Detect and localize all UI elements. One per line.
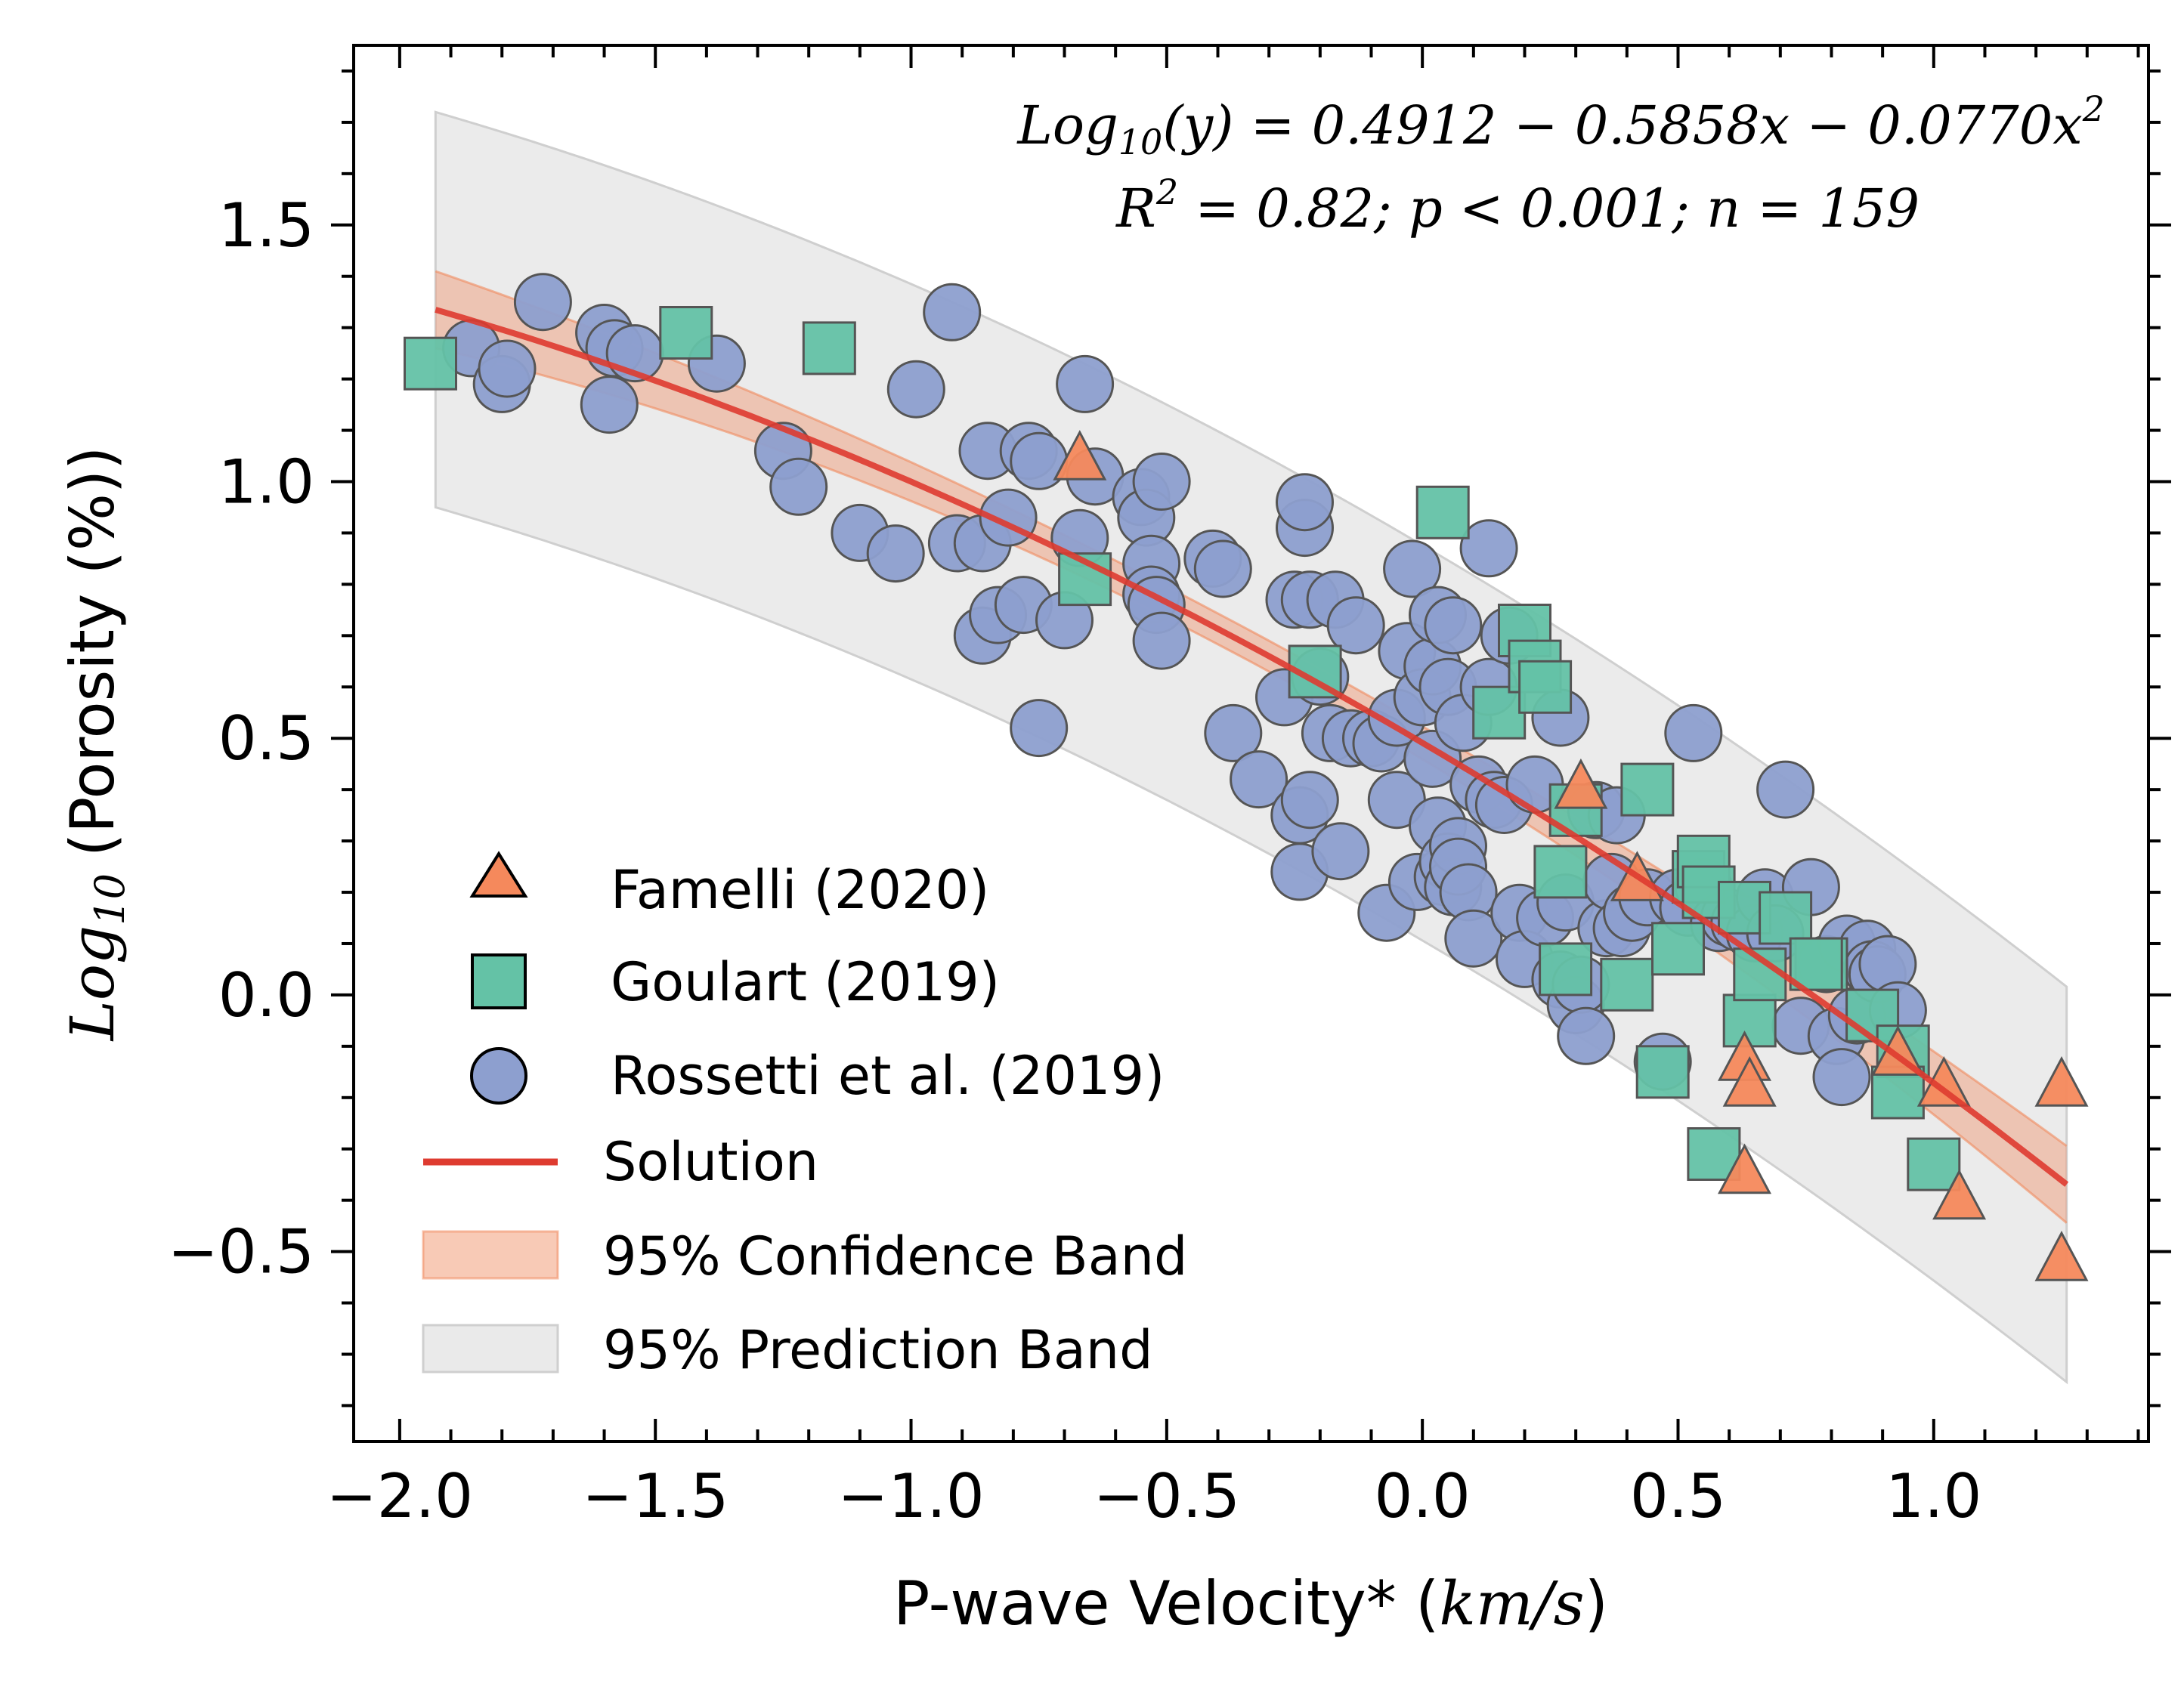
legend-label-prediction: 95% Prediction Band bbox=[603, 1319, 1153, 1381]
data-point-square bbox=[1789, 937, 1843, 991]
data-point-circle bbox=[866, 524, 925, 583]
data-point-square bbox=[1907, 1137, 1961, 1191]
x-axis-label-text: P-wave Velocity* bbox=[893, 1568, 1397, 1639]
data-point-square bbox=[1539, 942, 1593, 997]
data-point-square bbox=[1518, 660, 1573, 714]
data-point-square bbox=[404, 336, 457, 391]
data-point-circle bbox=[1459, 519, 1518, 578]
data-point-circle bbox=[1383, 539, 1442, 598]
x-axis-label: P-wave Velocity* (km/s) bbox=[893, 1568, 1608, 1639]
equation-annotation: Log10(y) = 0.4912 − 0.5858x − 0.0770x2 R… bbox=[1016, 88, 2105, 239]
y-tick-label: 1.5 bbox=[218, 190, 314, 261]
svg-text:Log10(y) = 0.4912 − 0.5858x −: Log10(y) = 0.4912 − 0.5858x − 0.0770x2 bbox=[1016, 88, 2105, 162]
data-point-circle bbox=[1276, 473, 1334, 532]
data-point-circle bbox=[580, 375, 639, 434]
data-point-square bbox=[1620, 762, 1675, 817]
data-point-circle bbox=[513, 273, 572, 332]
data-point-square bbox=[1651, 922, 1705, 976]
data-point-triangle bbox=[1718, 1143, 1771, 1194]
data-point-circle bbox=[1557, 1006, 1616, 1065]
fit-layer bbox=[435, 307, 2069, 1187]
data-point-square bbox=[1415, 485, 1470, 539]
data-point-triangle bbox=[1722, 1056, 1777, 1107]
y-axis-label-text: (Porosity (%)) bbox=[57, 447, 128, 857]
y-axis-label-log: Log bbox=[57, 925, 128, 1043]
data-point-circle bbox=[886, 360, 945, 419]
data-point-circle bbox=[1132, 611, 1191, 670]
data-point-square bbox=[1533, 845, 1588, 899]
data-point-circle bbox=[1230, 750, 1288, 809]
y-axis-label: Log10 (Porosity (%)) bbox=[57, 447, 134, 1043]
data-point-circle bbox=[1132, 453, 1191, 511]
legend-marker-prediction bbox=[422, 1324, 559, 1374]
y-tick-label: 0.5 bbox=[218, 703, 314, 774]
points-layer bbox=[404, 273, 2089, 1281]
data-point-circle bbox=[1010, 431, 1069, 490]
annotation-stats: = 0.82; p < 0.001; n = 159 bbox=[1178, 178, 1920, 239]
legend-label-confidence: 95% Confidence Band bbox=[603, 1225, 1187, 1287]
plot-frame bbox=[352, 44, 2150, 1443]
data-point-triangle bbox=[2034, 1231, 2089, 1281]
series-square-group bbox=[404, 306, 1961, 1191]
legend-label-goulart: Goulart (2019) bbox=[611, 951, 1000, 1013]
series-triangle-group bbox=[1053, 430, 2089, 1281]
x-tick-label: −1.5 bbox=[582, 1461, 729, 1531]
data-point-triangle bbox=[1053, 430, 1107, 481]
data-point-circle bbox=[769, 457, 828, 516]
x-tick-label: 0.0 bbox=[1375, 1461, 1471, 1531]
y-tick-label: 1.0 bbox=[218, 447, 314, 518]
y-axis-label-subscript: 10 bbox=[86, 873, 134, 925]
data-point-square bbox=[1759, 891, 1813, 945]
data-point-triangle bbox=[1932, 1169, 1987, 1220]
annotation-equation: (y) = 0.4912 − 0.5858x − 0.0770x bbox=[1162, 94, 2082, 156]
data-point-circle bbox=[478, 339, 537, 398]
annotation-r-squared: 2 bbox=[1155, 171, 1178, 212]
data-point-circle bbox=[1204, 703, 1263, 762]
x-tick-label: −1.0 bbox=[837, 1461, 984, 1531]
legend-marker-confidence bbox=[422, 1230, 559, 1280]
x-axis-unit: km/s bbox=[1439, 1568, 1584, 1639]
solution-line bbox=[435, 307, 2069, 1187]
data-point-square bbox=[659, 306, 713, 360]
data-point-square bbox=[1722, 993, 1777, 1048]
data-point-circle bbox=[1326, 596, 1385, 655]
legend-label-famelli: Famelli (2020) bbox=[611, 859, 989, 921]
legend-marker-rossetti bbox=[470, 1047, 527, 1105]
data-point-square bbox=[1600, 957, 1654, 1012]
svg-text:R2 = 0.82; p < 0.001; n = 159: R2 = 0.82; p < 0.001; n = 159 bbox=[1115, 171, 1920, 239]
legend-marker-famelli bbox=[469, 851, 528, 898]
legend: Famelli (2020) Goulart (2019) Rossetti e… bbox=[422, 851, 1187, 1381]
legend-label-rossetti: Rossetti et al. (2019) bbox=[611, 1045, 1165, 1107]
data-point-circle bbox=[1193, 539, 1252, 598]
data-point-circle bbox=[1280, 771, 1339, 830]
x-tick-label: 0.5 bbox=[1630, 1461, 1726, 1531]
data-point-square bbox=[1635, 1045, 1690, 1099]
annotation-log: Log bbox=[1016, 94, 1118, 156]
data-point-circle bbox=[923, 283, 982, 341]
data-point-square bbox=[802, 321, 856, 375]
annotation-log-subscript: 10 bbox=[1118, 122, 1163, 162]
data-point-triangle bbox=[2034, 1056, 2089, 1107]
x-tick-label: −2.0 bbox=[326, 1461, 473, 1531]
data-point-circle bbox=[1056, 354, 1115, 413]
data-point-square bbox=[1472, 685, 1527, 740]
data-point-circle bbox=[1010, 699, 1069, 758]
axis-ticks: −2.0 −1.5 −1.0 −0.5 0.0 0.5 1.0 −0.5 0.0 0.5 1.0 1.… bbox=[168, 45, 2171, 1531]
data-point-circle bbox=[1311, 822, 1370, 881]
data-point-circle bbox=[1424, 596, 1483, 655]
data-point-circle bbox=[1812, 1048, 1871, 1107]
x-tick-label: −0.5 bbox=[1094, 1461, 1240, 1531]
data-point-triangle bbox=[1554, 758, 1608, 809]
x-tick-label: 1.0 bbox=[1885, 1461, 1981, 1531]
data-point-circle bbox=[1664, 703, 1723, 762]
annotation-x-squared: 2 bbox=[2082, 88, 2105, 129]
legend-marker-goulart bbox=[471, 953, 527, 1009]
data-point-circle bbox=[1444, 909, 1503, 968]
y-tick-label: 0.0 bbox=[218, 960, 314, 1031]
legend-label-solution: Solution bbox=[603, 1131, 818, 1193]
annotation-r: R bbox=[1115, 178, 1156, 239]
y-tick-label: −0.5 bbox=[168, 1217, 314, 1287]
data-point-circle bbox=[1756, 760, 1815, 819]
